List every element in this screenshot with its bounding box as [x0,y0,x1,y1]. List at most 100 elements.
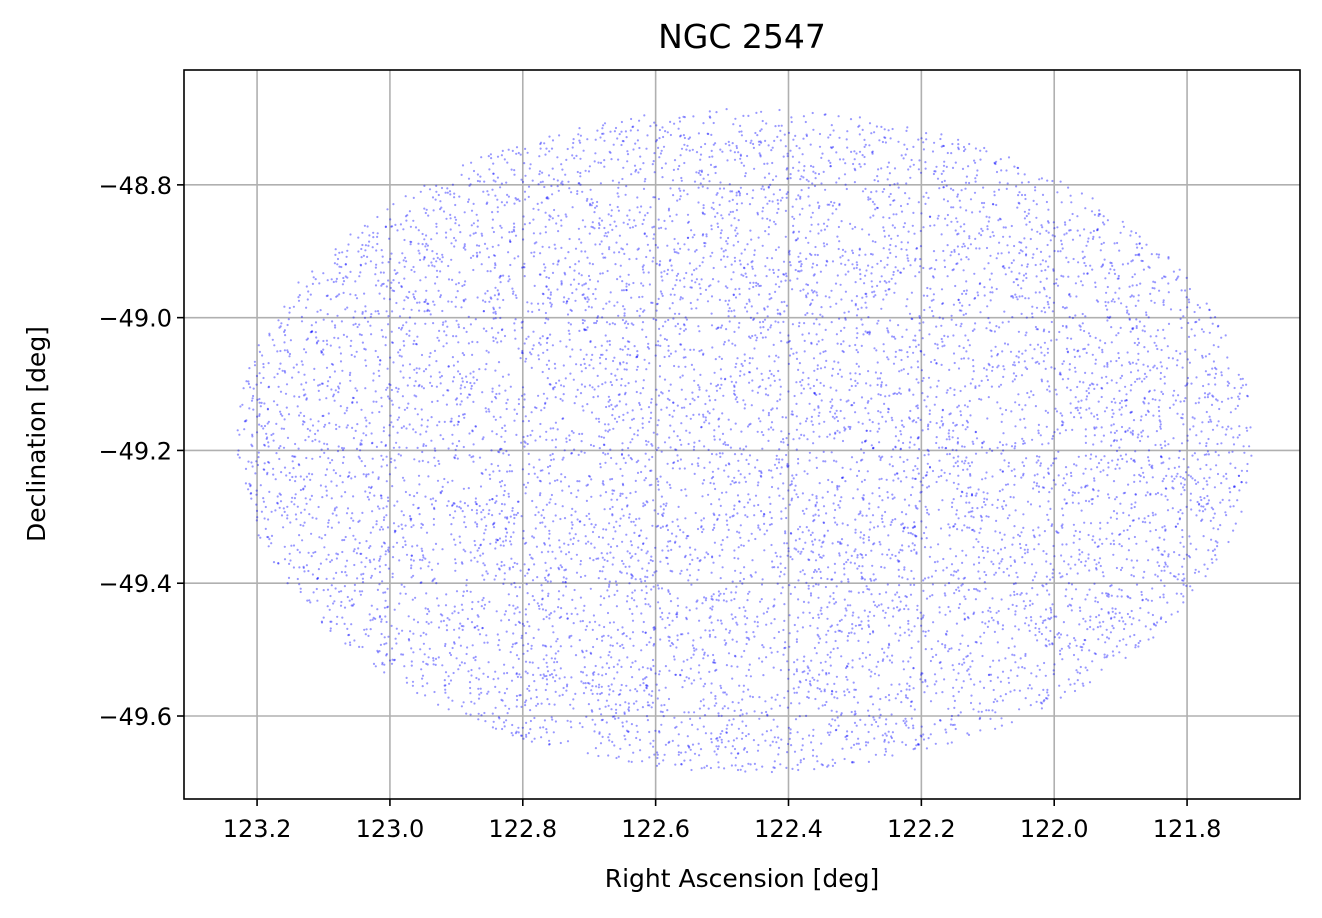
data-point [608,522,611,525]
data-point [359,552,362,556]
data-point [1001,670,1005,673]
data-point [785,516,788,520]
data-point [1221,498,1224,501]
data-point [1133,341,1136,345]
data-point [664,504,668,507]
data-point [546,197,549,200]
data-point [861,323,864,326]
data-point [1226,356,1229,359]
data-point [889,203,892,206]
data-point [968,673,971,676]
data-point [710,224,713,227]
data-point [813,408,816,411]
data-point [573,402,576,405]
data-point [461,380,464,383]
data-point [801,569,805,572]
data-point [524,670,527,673]
data-point [1188,556,1192,559]
data-point [497,450,500,453]
data-point [1107,301,1110,304]
data-point [998,385,1001,388]
data-point [1065,256,1068,259]
data-point [412,524,415,527]
data-point [801,509,805,512]
data-point [752,285,755,289]
data-point [402,259,405,262]
data-point [783,573,786,576]
data-point [1195,548,1198,551]
data-point [839,398,842,401]
data-point [688,746,691,749]
data-point [717,766,720,769]
data-point [865,439,868,442]
data-point [784,209,788,212]
data-point [594,138,597,141]
data-point [593,388,596,391]
data-point [803,512,806,515]
data-point [708,399,712,402]
data-point [846,639,849,642]
data-point [553,479,557,482]
data-point [474,500,477,504]
data-point [281,414,284,417]
data-point [491,188,494,191]
data-point [391,310,394,313]
data-point [341,539,344,542]
data-point [297,281,300,284]
data-point [777,369,780,373]
data-point [475,509,478,512]
data-point [843,690,846,693]
data-point [1178,517,1181,520]
data-point [385,464,389,467]
data-point [1093,582,1096,585]
data-point [377,476,380,479]
data-point [616,278,619,281]
data-point [1216,541,1219,544]
data-point [284,392,288,395]
data-point [621,643,624,646]
data-point [385,653,388,656]
data-point [355,401,359,404]
data-point [825,671,828,675]
data-point [485,202,488,205]
data-point [1111,459,1114,462]
data-point [882,298,885,301]
data-point [849,118,853,121]
data-point [752,281,755,284]
data-point [647,271,650,274]
data-point [507,618,511,622]
data-point [1035,203,1038,206]
data-point [978,282,981,286]
data-point [761,660,764,663]
data-point [799,289,802,292]
data-point [416,507,419,510]
data-point [973,530,976,533]
data-point [844,666,848,670]
data-point [684,398,687,401]
data-point [840,542,843,545]
data-point [325,366,329,369]
data-point [738,192,742,195]
data-point [1044,367,1047,370]
data-point [677,252,680,255]
data-point [510,679,514,682]
data-point [1089,231,1092,234]
data-point [938,661,941,665]
data-point [1151,511,1154,514]
data-point [1092,383,1095,386]
data-point [601,635,604,638]
data-point [482,596,485,600]
data-point [736,494,740,497]
data-point [655,448,658,451]
data-point [687,677,691,680]
data-point [861,652,864,655]
data-point [516,500,520,503]
data-point [574,654,578,657]
data-point [671,415,674,418]
data-point [1212,360,1215,363]
data-point [349,293,352,296]
data-point [659,710,663,713]
data-point [518,611,521,614]
data-point [486,572,489,575]
data-point [336,263,339,266]
